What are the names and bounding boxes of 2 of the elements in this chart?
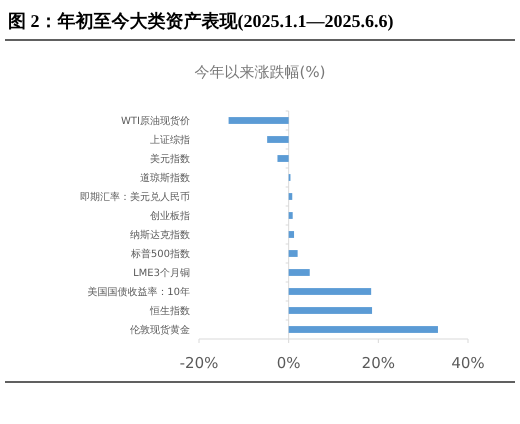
subtitle: 今年以来涨跌幅(%)	[194, 63, 326, 81]
title: 图 2：年初至今大类资产表现(2025.1.1—2025.6.6)	[8, 11, 394, 31]
